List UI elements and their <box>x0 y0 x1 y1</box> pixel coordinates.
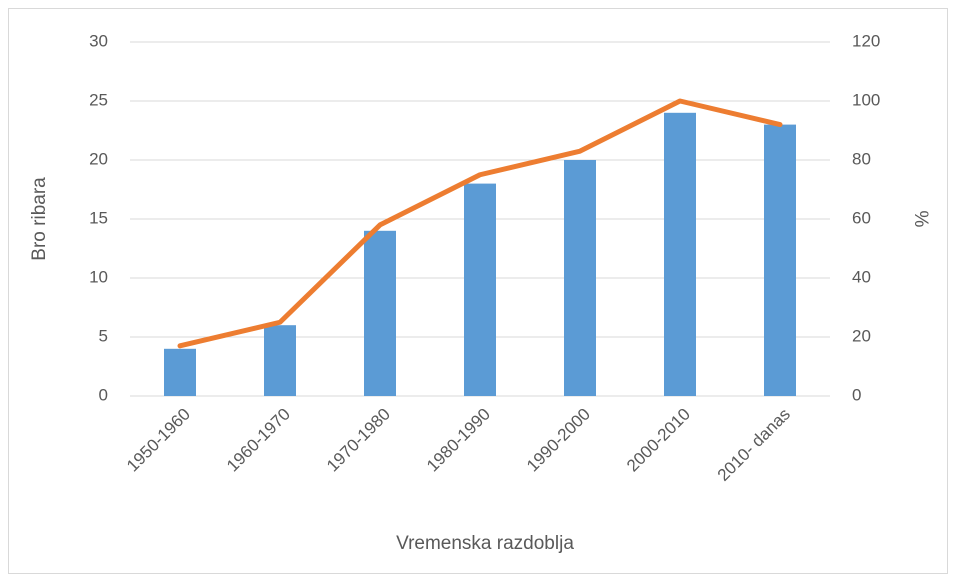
y-tick-label: 30 <box>89 31 108 50</box>
y2-tick-label: 40 <box>852 267 871 286</box>
y-tick-label: 20 <box>89 149 108 168</box>
bar <box>564 160 596 396</box>
y-tick-label: 0 <box>99 385 108 404</box>
y-axis-title: Bro ribara <box>29 177 50 261</box>
bar <box>464 183 496 396</box>
y-tick-label: 5 <box>99 326 108 345</box>
y2-tick-label: 80 <box>852 149 871 168</box>
bar <box>764 124 796 396</box>
y-tick-label: 10 <box>89 267 108 286</box>
y2-tick-label: 60 <box>852 208 871 227</box>
y2-tick-label: 0 <box>852 385 861 404</box>
y2-axis-title: % <box>910 211 931 228</box>
y-tick-label: 15 <box>89 208 108 227</box>
bar <box>364 230 396 396</box>
line <box>177 98 783 349</box>
bar <box>164 348 196 396</box>
bar <box>264 325 296 396</box>
y-tick-label: 25 <box>89 90 108 109</box>
x-axis-title: Vremenska razdoblja <box>396 533 574 554</box>
y2-tick-label: 120 <box>852 31 880 50</box>
bar <box>664 112 696 397</box>
y2-tick-label: 20 <box>852 326 871 345</box>
y2-tick-label: 100 <box>852 90 880 109</box>
